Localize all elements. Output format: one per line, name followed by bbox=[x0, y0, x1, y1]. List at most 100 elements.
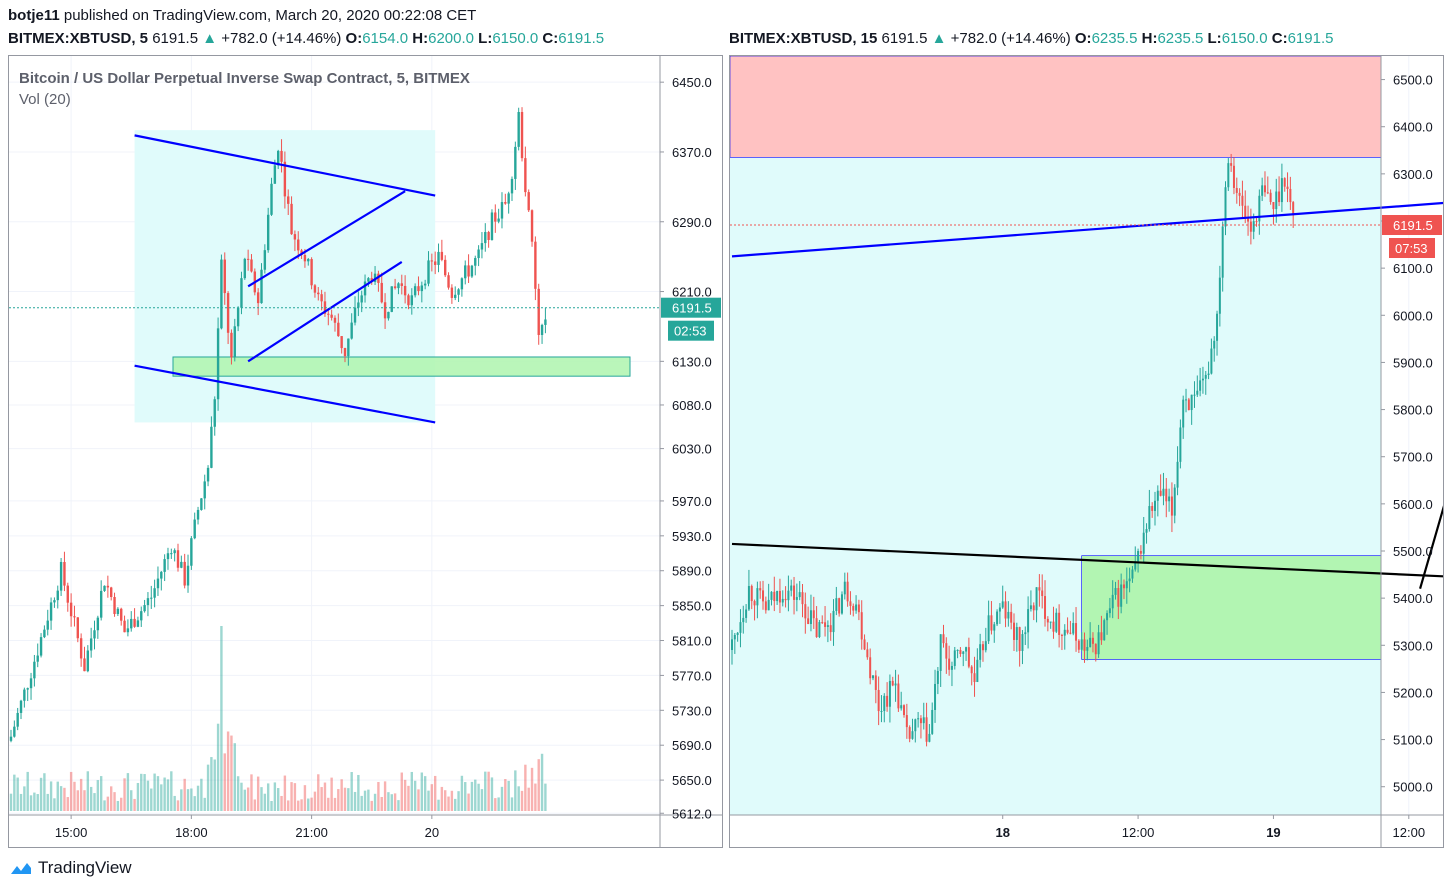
time-tick-label: 20 bbox=[425, 825, 439, 840]
candle-body bbox=[180, 561, 183, 568]
candle-body bbox=[846, 581, 849, 602]
candle-body bbox=[1165, 488, 1168, 502]
candle-body bbox=[320, 294, 323, 302]
author-name[interactable]: botje11 bbox=[8, 7, 60, 24]
candle-body bbox=[1261, 185, 1264, 196]
volume-bar bbox=[307, 798, 310, 811]
volume-bar bbox=[387, 792, 390, 811]
candle-body bbox=[420, 285, 424, 292]
trend-line bbox=[134, 364, 436, 424]
price-tick-label: 5100.0 bbox=[1393, 733, 1433, 748]
right-chart[interactable]: 6500.06400.06300.06200.06100.06000.05900… bbox=[729, 55, 1451, 847]
left-last: 6191.5 bbox=[152, 30, 199, 47]
left-support-zone bbox=[172, 356, 631, 377]
candle-body bbox=[934, 683, 937, 710]
candle-body bbox=[440, 251, 444, 260]
candle-body bbox=[260, 269, 263, 304]
volume-bar bbox=[246, 787, 250, 811]
footer-brand[interactable]: TradingView bbox=[10, 858, 132, 878]
candle-body bbox=[877, 689, 880, 712]
volume-bar bbox=[59, 786, 63, 811]
candle-body bbox=[1024, 632, 1027, 635]
candle-body bbox=[220, 259, 223, 329]
left-chart-panel[interactable]: 6450.0 6370.0 6290.0 6210.0 6130.0 6080.0 6030… bbox=[8, 55, 723, 848]
left-chart[interactable]: 6450.0 6370.0 6290.0 6210.0 6130.0 6080.0 6030… bbox=[9, 56, 722, 847]
candle-body bbox=[206, 467, 210, 482]
right-price-axis[interactable]: 6500.06400.06300.06200.06100.06000.05900… bbox=[1381, 73, 1433, 795]
candle-body bbox=[835, 598, 838, 611]
price-tick-label: 6500.0 bbox=[1393, 73, 1433, 88]
left-time-axis[interactable]: 15:00 18:00 21:00 20 bbox=[55, 815, 439, 840]
candle-body bbox=[1252, 221, 1255, 232]
candle-body bbox=[66, 585, 69, 603]
candle-body bbox=[942, 634, 945, 644]
candle-body bbox=[196, 509, 200, 520]
volume-bar bbox=[43, 773, 46, 811]
candle-body bbox=[1148, 506, 1151, 530]
candle-body bbox=[393, 286, 397, 289]
volume-bar bbox=[390, 794, 393, 811]
candle-body bbox=[136, 620, 140, 627]
candle-body bbox=[1275, 191, 1278, 210]
candle-body bbox=[297, 239, 300, 251]
candle-body bbox=[116, 608, 120, 614]
candle-body bbox=[387, 311, 390, 319]
volume-bar bbox=[216, 723, 220, 811]
candle-body bbox=[815, 618, 818, 638]
volume-bar bbox=[183, 778, 186, 811]
candle-body bbox=[818, 622, 821, 638]
candle-body bbox=[1052, 621, 1055, 632]
volume-bar bbox=[430, 784, 434, 811]
candle-body bbox=[984, 641, 987, 651]
price-tick-label: 5700.0 bbox=[1393, 450, 1433, 465]
left-price-axis[interactable]: 6450.0 6370.0 6290.0 6210.0 6130.0 6080.0 6030… bbox=[660, 75, 712, 821]
candle-body bbox=[770, 591, 773, 600]
right-bg-zone bbox=[730, 157, 1381, 815]
volume-bar bbox=[186, 789, 190, 811]
volume-bar bbox=[140, 773, 143, 811]
candle-body bbox=[1213, 340, 1216, 349]
volume-bar bbox=[86, 771, 90, 811]
volume-bar bbox=[63, 787, 66, 811]
candle-body bbox=[1137, 550, 1140, 562]
volume-bar bbox=[544, 783, 547, 811]
right-chart-panel[interactable]: 6500.06400.06300.06200.06100.06000.05900… bbox=[729, 55, 1451, 848]
candle-body bbox=[233, 326, 236, 358]
candle-body bbox=[203, 481, 206, 499]
candle-body bbox=[293, 234, 297, 240]
candle-body bbox=[1230, 163, 1233, 166]
volume-bar bbox=[383, 781, 387, 811]
candle-body bbox=[1196, 390, 1199, 395]
volume-bar bbox=[99, 776, 103, 811]
candle-body bbox=[273, 165, 277, 184]
candle-body bbox=[1066, 629, 1069, 633]
candle-body bbox=[863, 639, 866, 650]
volume-bar bbox=[200, 778, 203, 811]
volume-bar bbox=[260, 787, 263, 811]
candle-body bbox=[1094, 643, 1097, 655]
candle-body bbox=[1201, 378, 1204, 381]
candle-body bbox=[939, 634, 942, 671]
candle-body bbox=[1038, 587, 1041, 591]
volume-bar bbox=[527, 787, 530, 811]
candle-body bbox=[500, 202, 504, 219]
volume-bar bbox=[130, 790, 133, 811]
time-tick-label: 19 bbox=[1266, 825, 1280, 840]
candle-body bbox=[1179, 427, 1182, 462]
volume-bar bbox=[400, 772, 403, 811]
candle-body bbox=[487, 232, 490, 240]
volume-bar bbox=[393, 793, 397, 811]
volume-bar bbox=[357, 774, 360, 811]
volume-bar bbox=[487, 771, 490, 811]
volume-bar bbox=[504, 779, 507, 811]
candle-body bbox=[1238, 192, 1241, 196]
price-tick-label: 5650.0 bbox=[672, 773, 712, 788]
candle-body bbox=[1255, 221, 1258, 223]
volume-bar bbox=[333, 797, 337, 811]
candle-body bbox=[357, 302, 360, 308]
candle-body bbox=[176, 550, 180, 568]
candle-body bbox=[120, 608, 123, 621]
candle-body bbox=[829, 625, 832, 633]
price-tick-label: 6130.0 bbox=[672, 354, 712, 369]
